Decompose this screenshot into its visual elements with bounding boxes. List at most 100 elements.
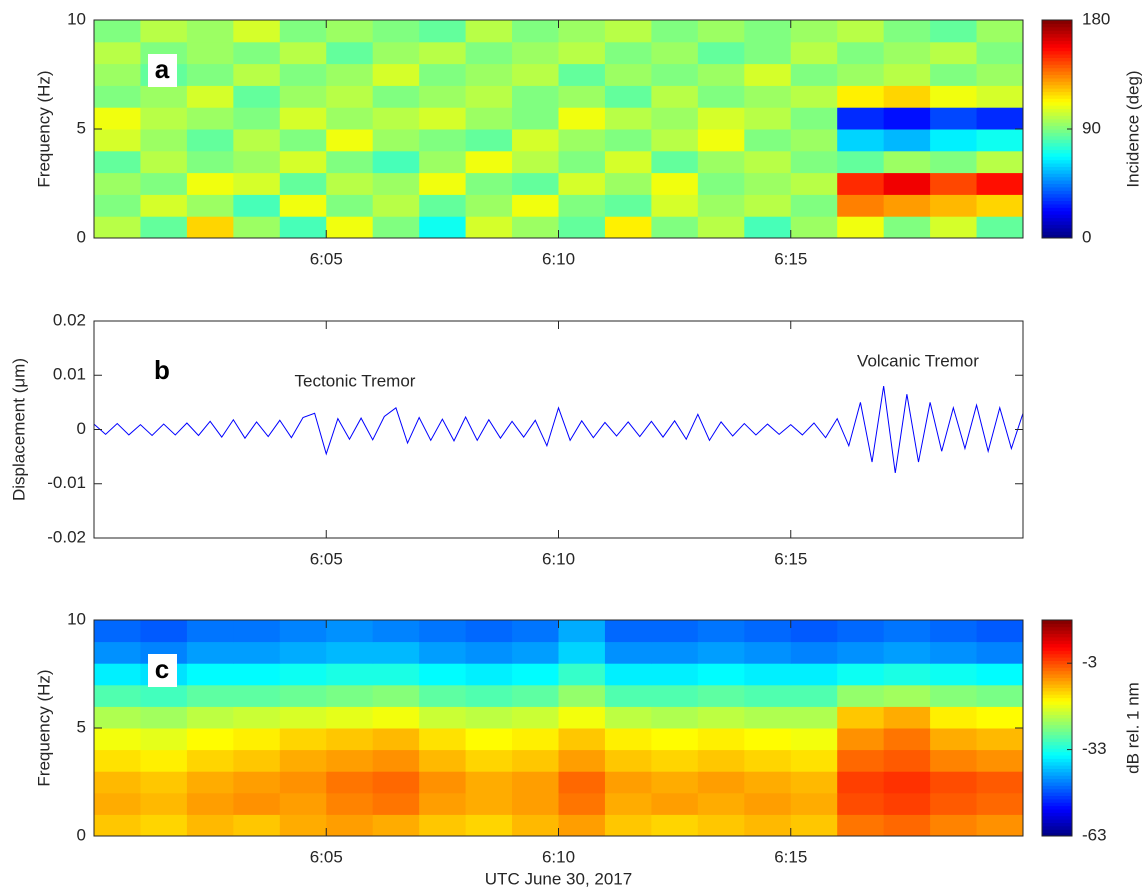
heatmap-cell	[930, 706, 978, 729]
heatmap-cell	[558, 129, 606, 152]
heatmap-cell	[140, 771, 188, 794]
heatmap-cell	[233, 194, 281, 217]
heatmap-cell	[697, 150, 745, 174]
heatmap-cell	[419, 749, 467, 772]
heatmap-cell	[233, 814, 281, 837]
colorbar-swatch	[1042, 122, 1072, 127]
heatmap-cell	[372, 63, 420, 86]
heatmap-cell	[279, 814, 327, 837]
colorbar-swatch	[1042, 105, 1072, 110]
heatmap-cell	[883, 20, 931, 43]
heatmap-cell	[419, 641, 467, 664]
colorbar-swatch	[1042, 115, 1072, 120]
colorbar-swatch	[1042, 717, 1072, 722]
heatmap-cell	[512, 129, 559, 152]
heatmap-cell	[883, 216, 931, 239]
panel-label-box	[148, 654, 177, 687]
colorbar-swatch	[1042, 57, 1072, 62]
heatmap-cell	[837, 792, 885, 815]
colorbar-swatch	[1042, 677, 1072, 682]
colorbar-swatch	[1042, 643, 1072, 648]
colorbar-swatch	[1042, 674, 1072, 678]
heatmap-cell	[976, 85, 1024, 108]
heatmap-cell	[279, 749, 327, 772]
heatmap-cell	[744, 749, 792, 772]
colorbar-swatch	[1042, 626, 1072, 631]
heatmap-cell	[976, 684, 1024, 707]
colorbar-swatch	[1042, 88, 1072, 93]
heatmap-cell	[604, 150, 652, 174]
colorbar-swatch	[1042, 74, 1072, 79]
heatmap-cell	[744, 684, 792, 707]
colorbar-swatch	[1042, 795, 1072, 800]
colorbar-swatch	[1042, 180, 1072, 184]
heatmap-cell	[372, 194, 420, 217]
heatmap-cell	[790, 792, 838, 815]
colorbar-swatch	[1042, 633, 1072, 638]
colorbar-swatch	[1042, 139, 1072, 144]
heatmap-cell	[186, 194, 234, 217]
heatmap-cell	[186, 63, 234, 86]
heatmap-cell	[465, 85, 513, 108]
heatmap-cell	[186, 107, 234, 130]
colorbar-swatch	[1042, 653, 1072, 658]
y-tick-label: 10	[67, 9, 86, 28]
heatmap-cell	[512, 749, 559, 772]
heatmap-cell	[372, 728, 420, 751]
heatmap-cell	[419, 172, 467, 195]
heatmap-cell	[651, 63, 699, 86]
heatmap-cell	[279, 728, 327, 751]
heatmap-cell	[186, 663, 234, 686]
colorbar-swatch	[1042, 81, 1072, 86]
heatmap-cell	[697, 216, 745, 239]
heatmap-cell	[976, 706, 1024, 729]
heatmap-cell	[372, 814, 420, 837]
heatmap-cell	[883, 85, 931, 108]
heatmap-cell	[697, 63, 745, 86]
x-tick-label: 6:10	[542, 549, 575, 568]
heatmap-cell	[604, 749, 652, 772]
heatmap-cell	[419, 814, 467, 837]
heatmap-cell	[697, 172, 745, 195]
heatmap-cell	[279, 641, 327, 664]
heatmap-cell	[790, 684, 838, 707]
heatmap-cell	[419, 728, 467, 751]
heatmap-cell	[651, 41, 699, 65]
heatmap-cell	[326, 663, 374, 686]
panel-label: c	[155, 654, 169, 684]
heatmap-cell	[465, 41, 513, 65]
heatmap-cell	[837, 150, 885, 174]
colorbar-swatch	[1042, 166, 1072, 171]
colorbar-label: Incidence (deg)	[1123, 70, 1142, 187]
heatmap-cell	[976, 20, 1024, 43]
heatmap-cell	[558, 641, 606, 664]
heatmap-cell	[930, 41, 978, 65]
heatmap-cell	[186, 172, 234, 195]
colorbar-swatch	[1042, 77, 1072, 82]
heatmap-cell	[279, 85, 327, 108]
heatmap-cell	[976, 749, 1024, 772]
colorbar-swatch	[1042, 832, 1072, 837]
panel-label: a	[155, 54, 170, 84]
heatmap-cell	[558, 85, 606, 108]
heatmap-cell	[837, 749, 885, 772]
colorbar-swatch	[1042, 744, 1072, 749]
heatmap-cell	[976, 150, 1024, 174]
colorbar-swatch	[1042, 207, 1072, 212]
colorbar-swatch	[1042, 785, 1072, 790]
colorbar-swatch	[1042, 825, 1072, 830]
colorbar-tick-label: -63	[1082, 825, 1107, 844]
waveform	[93, 386, 1024, 473]
heatmap-cell	[94, 641, 141, 664]
heatmap-cell	[94, 749, 141, 772]
y-tick-label: -0.02	[47, 527, 86, 546]
colorbar-swatch	[1042, 217, 1072, 222]
colorbar-swatch	[1042, 805, 1072, 810]
colorbar-swatch	[1042, 755, 1072, 759]
colorbar-swatch	[1042, 660, 1072, 665]
colorbar-swatch	[1042, 23, 1072, 28]
colorbar-swatch	[1042, 224, 1072, 229]
heatmap-cell	[94, 129, 141, 152]
colorbar-swatch	[1042, 108, 1072, 113]
colorbar-tick-label: -33	[1082, 739, 1107, 758]
